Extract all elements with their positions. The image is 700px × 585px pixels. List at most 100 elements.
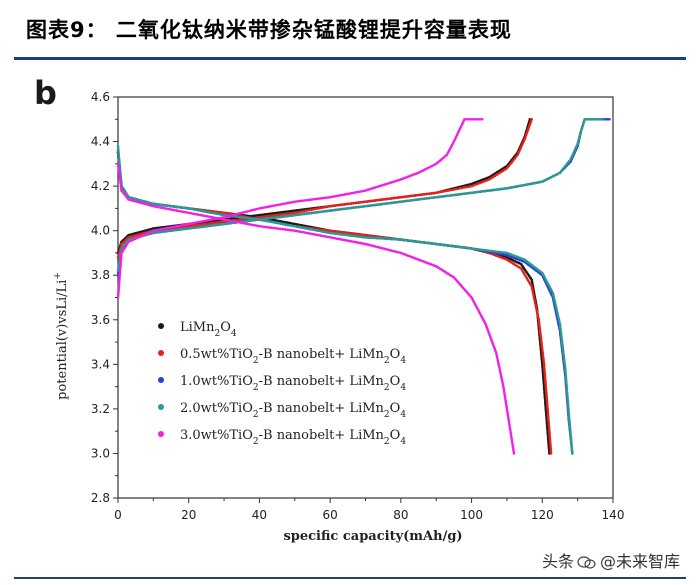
series-5-discharge-point [140,201,144,205]
series-4-discharge-point [507,252,511,256]
series-4-charge-point [406,199,410,203]
series-4-charge-point [357,205,360,209]
series-5-charge-point [269,204,273,208]
series-4-charge-point [288,214,292,217]
series-1-discharge-point [530,280,534,284]
series-5-discharge-point [512,449,515,453]
series-2-charge-point [138,233,142,236]
x-tick-label: 80 [393,508,408,522]
series-5-discharge-point [211,216,214,219]
series-2-discharge-point [541,349,544,352]
series-2-charge-point [123,239,127,242]
series-1-charge-point [284,210,287,214]
series-4-discharge-point [567,414,571,418]
series-4-discharge-point [456,245,459,248]
series-1-charge-point [232,217,235,220]
series-2-discharge-point [333,230,337,233]
series-4-charge-point [302,212,306,216]
series-5-discharge-point [324,235,327,238]
series-4-charge-point [343,207,346,211]
series-4-charge-point [161,230,165,233]
series-5-discharge-point [500,378,504,381]
series-2-discharge-point [524,275,528,278]
series-2-charge-point [352,201,356,205]
series-5-discharge-point [512,452,516,455]
series-5-discharge-point [406,254,409,257]
series-4-charge-point [566,161,569,165]
legend-label-part: -B nanobelt+ LiMn [259,374,385,389]
legend-label-part: 2.0wt%TiO [180,401,253,416]
series-4-discharge-point [420,241,424,244]
series-4-discharge-point [451,244,455,248]
series-5-discharge-point [499,373,503,377]
series-5-charge-point [163,227,167,230]
series-1-charge-point [267,212,271,216]
series-4-discharge-point [383,237,386,240]
series-1-discharge-point [527,274,531,278]
series-5-discharge-point [248,223,252,226]
series-5-charge-point [175,224,179,228]
series-4-discharge-point [527,261,530,264]
series-4-discharge-point [138,199,142,202]
series-2-charge-point [373,199,377,202]
series-3-discharge-point [512,256,515,259]
series-1-discharge-point [523,268,527,272]
series-2-charge-point [528,122,532,125]
series-4-charge-point [317,210,320,214]
series-5-discharge-point [364,242,367,246]
series-5-charge-point [465,118,469,121]
series-2-charge-point [324,205,327,209]
series-1-discharge-point [281,220,285,224]
series-2-charge-point [465,185,469,189]
series-2-charge-point [460,186,464,190]
series-4-discharge-point [559,332,563,335]
series-5-discharge-point [194,212,198,216]
x-tick-label: 140 [602,508,625,522]
series-1-charge-point [149,227,153,231]
series-5-discharge-point [504,399,508,403]
series-4-discharge-point [567,416,571,420]
series-4-discharge-point [203,210,207,213]
series-4-discharge-point [156,203,160,206]
series-1-charge-point [258,213,261,217]
series-4-discharge-point [241,216,245,219]
series-5-discharge-point [347,239,351,243]
series-2-discharge-point [544,384,547,387]
series-4-charge-point [420,197,424,201]
series-5-discharge-point [185,211,188,214]
series-2-discharge-point [338,230,341,234]
series-1-charge-point [143,229,146,233]
series-5-discharge-point [408,255,412,258]
series-4-discharge-point [194,208,198,211]
series-4-discharge-point [143,200,146,203]
series-4-charge-point [192,226,195,230]
series-4-discharge-point [117,156,121,160]
y-axis-label-text: potential(v)vsLi/Li [55,280,70,400]
series-2-discharge-point [501,256,504,260]
series-5-charge-point [387,181,391,185]
series-4-discharge-point [331,231,334,235]
series-2-discharge-point [540,341,543,345]
series-4-discharge-point [489,249,492,253]
series-5-discharge-point [119,184,123,187]
series-5-charge-point [417,171,420,174]
series-4-discharge-point [368,236,372,239]
series-5-charge-point [138,235,142,238]
series-2-discharge-point [540,344,544,347]
series-2-charge-point [215,221,219,224]
series-5-discharge-point [482,318,485,322]
series-4-discharge-point [554,306,558,309]
series-4-charge-point [515,185,518,188]
series-2-charge-point [328,204,332,208]
series-5-discharge-point [385,248,389,251]
series-4-charge-point [569,158,572,161]
series-5-discharge-point [300,230,304,234]
series-2-charge-point [127,236,130,239]
series-2-discharge-point [340,230,344,234]
series-5-charge-point [428,165,431,169]
series-4-charge-point [390,201,393,205]
series-5-discharge-point [486,327,489,331]
series-5-discharge-point [485,325,488,328]
series-5-discharge-point [120,189,123,192]
series-5-discharge-point [448,273,452,277]
